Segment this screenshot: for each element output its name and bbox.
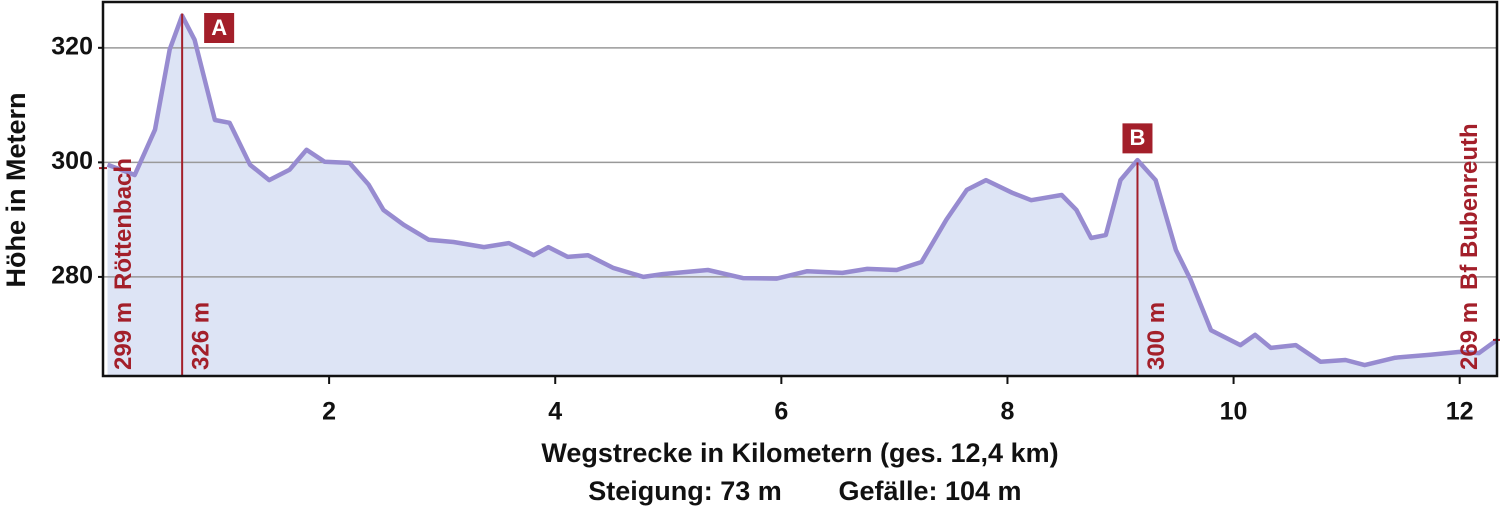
y-tick-label: 320 [51, 32, 93, 60]
x-tick-label: 2 [322, 398, 336, 426]
x-tick-label: 10 [1220, 398, 1248, 426]
y-tick-label: 280 [51, 262, 93, 290]
marker-label: B [1130, 125, 1146, 150]
x-tick-label: 8 [1001, 398, 1015, 426]
endpoint-name: Röttenbach [110, 158, 137, 290]
area-fill [107, 15, 1497, 376]
plot-frame [101, 0, 1499, 378]
endpoint-name: Bf Bubenreuth [1456, 123, 1483, 290]
endpoint-value: 299 m [110, 302, 137, 370]
marker-label: A [211, 15, 227, 40]
y-tick-label: 300 [51, 147, 93, 175]
elevation-line [106, 13, 1499, 368]
marker-value: 300 m [1143, 302, 1170, 370]
x-tick-label: 12 [1446, 398, 1474, 426]
x-axis-label: Wegstrecke in Kilometern (ges. 12,4 km) [541, 438, 1058, 468]
y-axis-label: Höhe in Metern [1, 92, 31, 287]
endpoint-label: 269 m Bf Bubenreuth [1456, 123, 1483, 370]
x-tick-label: 6 [774, 398, 788, 426]
note: Steigung: 73 m [588, 476, 782, 506]
endpoint-value: 269 m [1456, 302, 1483, 370]
marker-box [204, 13, 235, 43]
x-tick-label: 4 [548, 398, 562, 426]
marker-box [1122, 123, 1153, 154]
marker-value: 326 m [187, 302, 214, 370]
endpoint-label: 299 m Röttenbach [110, 158, 137, 370]
note: Gefälle: 104 m [838, 476, 1021, 506]
